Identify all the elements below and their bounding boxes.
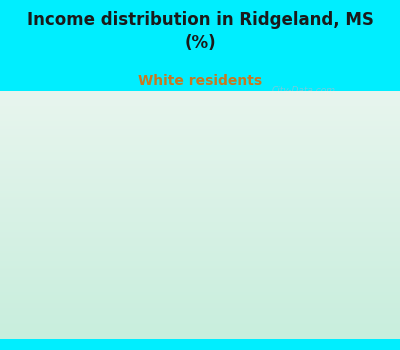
Wedge shape — [200, 128, 244, 215]
Wedge shape — [125, 215, 200, 292]
Wedge shape — [158, 128, 200, 215]
Wedge shape — [112, 145, 200, 224]
Text: > $200k: > $200k — [294, 262, 339, 272]
Wedge shape — [200, 212, 288, 290]
Text: $20k: $20k — [306, 197, 333, 207]
Text: White residents: White residents — [138, 74, 262, 88]
Text: $50k: $50k — [273, 132, 300, 142]
Wedge shape — [113, 215, 200, 260]
Text: $60k: $60k — [298, 168, 325, 178]
Text: $10k: $10k — [116, 120, 143, 130]
Text: $75k: $75k — [76, 166, 103, 176]
Text: $40k: $40k — [220, 315, 247, 325]
Text: City-Data.com: City-Data.com — [272, 86, 336, 95]
Wedge shape — [200, 166, 285, 215]
Wedge shape — [148, 139, 200, 215]
Text: $30k: $30k — [228, 107, 255, 117]
Wedge shape — [200, 196, 288, 215]
Text: $200k: $200k — [65, 243, 98, 253]
Wedge shape — [186, 215, 244, 303]
Wedge shape — [158, 215, 200, 302]
Text: $100k: $100k — [140, 107, 174, 117]
Text: $150k: $150k — [132, 311, 166, 321]
Text: Income distribution in Ridgeland, MS
(%): Income distribution in Ridgeland, MS (%) — [26, 11, 374, 51]
Text: $125k: $125k — [92, 287, 126, 297]
Wedge shape — [200, 140, 272, 215]
